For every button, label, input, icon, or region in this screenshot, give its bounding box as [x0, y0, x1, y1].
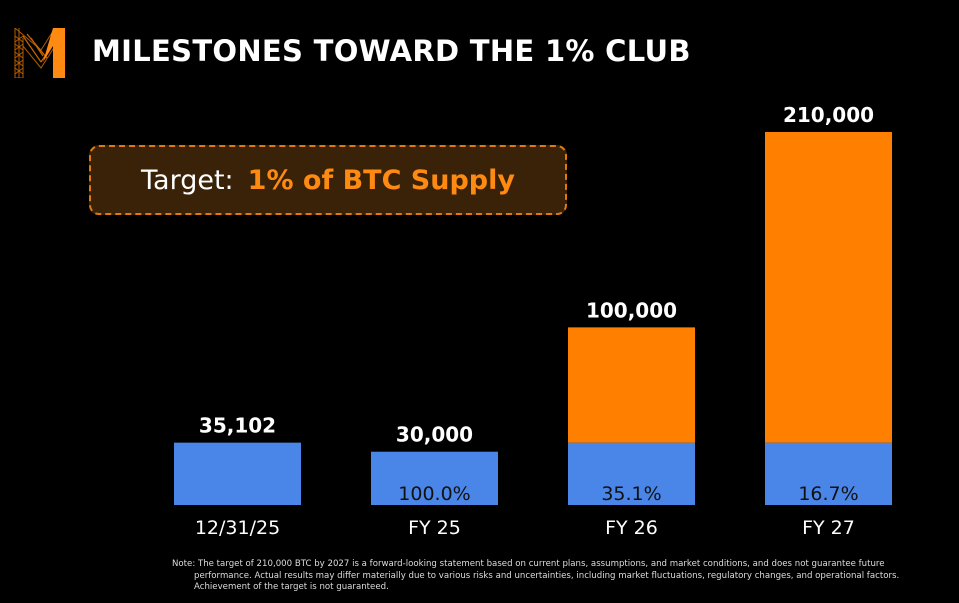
total-label: 30,000 [396, 423, 473, 447]
bar-segment-held [371, 451, 498, 505]
target-callout: Target: 1% of BTC Supply [89, 145, 567, 215]
total-label: 100,000 [586, 298, 677, 322]
category-label: FY 27 [802, 517, 855, 539]
disclaimer-note: Note: The target of 210,000 BTC by 2027 … [172, 559, 900, 592]
company-logo-icon [14, 28, 65, 78]
category-label: FY 26 [605, 517, 658, 539]
bar-segment-held [568, 442, 695, 505]
callout-label: Target: [141, 164, 234, 196]
callout-value: 1% of BTC Supply [247, 164, 515, 196]
percent-label: 100.0% [398, 483, 470, 505]
page-title: MILESTONES TOWARD THE 1% CLUB [92, 34, 691, 68]
bar-segment-held [174, 442, 301, 505]
total-label: 210,000 [783, 103, 874, 127]
bar-segment-remaining [765, 132, 892, 443]
category-label: FY 25 [408, 517, 461, 539]
bar-segment-held [765, 442, 892, 505]
category-label: 12/31/25 [195, 517, 280, 539]
bar-segment-remaining [568, 327, 695, 443]
percent-label: 35.1% [601, 483, 661, 505]
percent-label: 16.7% [798, 483, 858, 505]
total-label: 35,102 [199, 414, 276, 438]
